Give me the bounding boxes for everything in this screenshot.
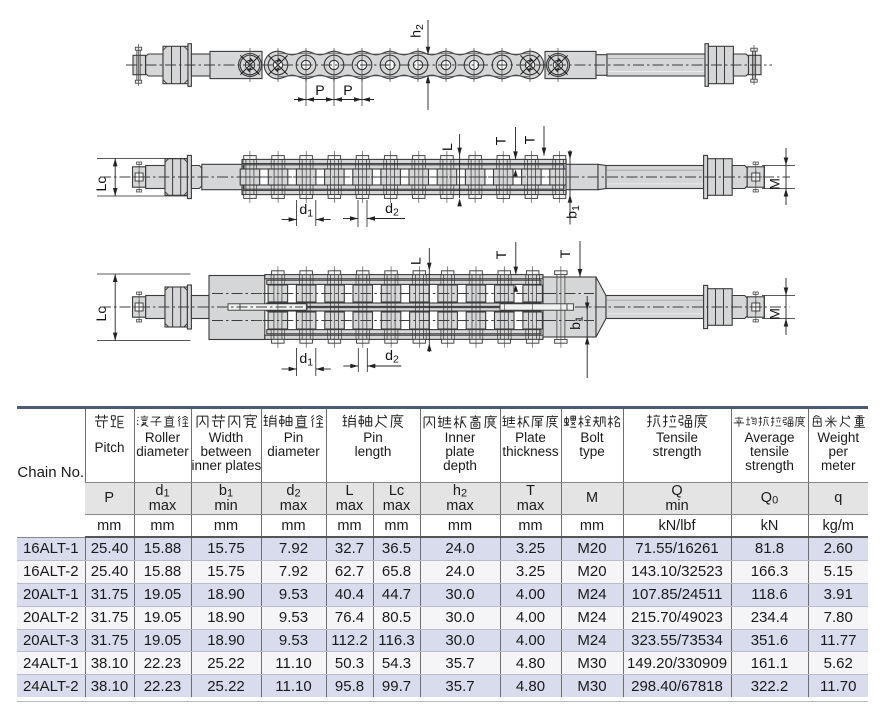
svg-text:Lc: Lc	[94, 307, 110, 322]
svg-text:L: L	[409, 257, 425, 265]
svg-text:d1: d1	[299, 202, 313, 220]
svg-text:P: P	[315, 83, 324, 99]
svg-text:M: M	[768, 178, 784, 190]
svg-text:P: P	[343, 83, 352, 99]
svg-text:T: T	[523, 135, 539, 144]
svg-text:Lc: Lc	[94, 177, 110, 192]
svg-text:h2: h2	[409, 24, 427, 38]
svg-text:b1: b1	[565, 205, 583, 219]
svg-text:T: T	[494, 250, 510, 259]
svg-text:d1: d1	[299, 351, 313, 369]
svg-text:T: T	[494, 136, 510, 145]
svg-text:d2: d2	[385, 348, 399, 366]
svg-text:d2: d2	[385, 201, 399, 219]
svg-text:T: T	[558, 249, 574, 258]
svg-text:M: M	[768, 308, 784, 320]
svg-text:L: L	[440, 143, 456, 151]
